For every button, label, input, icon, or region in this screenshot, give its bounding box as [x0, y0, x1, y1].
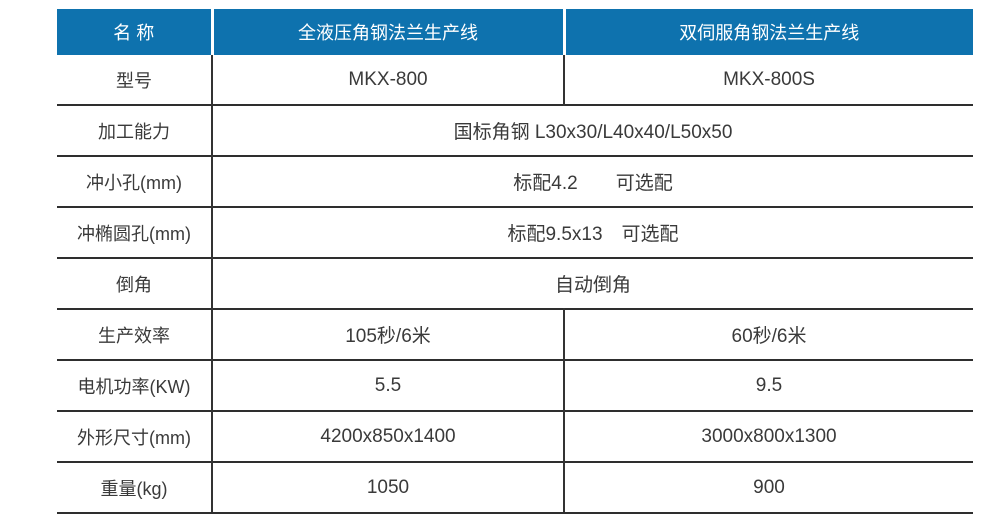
model-value-hydraulic: MKX-800: [212, 55, 565, 105]
row-label: 冲椭圆孔(mm): [57, 206, 213, 258]
chamfer-value: 自动倒角: [212, 257, 973, 309]
row-oval-hole-punch: 冲椭圆孔(mm) 标配9.5x13 可选配: [57, 206, 973, 258]
row-processing-capacity: 加工能力 国标角钢 L30x30/L40x40/L50x50: [57, 104, 973, 156]
row-motor-power: 电机功率(KW) 5.5 9.5: [57, 359, 973, 411]
motor-power-value-hydraulic: 5.5: [212, 359, 565, 411]
row-production-efficiency: 生产效率 105秒/6米 60秒/6米: [57, 308, 973, 360]
row-label: 生产效率: [57, 308, 213, 360]
dimensions-value-servo: 3000x800x1300: [564, 410, 973, 462]
header-cell-servo-line: 双伺服角钢法兰生产线: [564, 9, 973, 55]
row-dimensions: 外形尺寸(mm) 4200x850x1400 3000x800x1300: [57, 410, 973, 462]
row-label: 重量(kg): [57, 461, 213, 514]
row-label: 电机功率(KW): [57, 359, 213, 411]
efficiency-value-hydraulic: 105秒/6米: [212, 308, 565, 360]
header-cell-name: 名 称: [57, 9, 214, 55]
efficiency-value-servo: 60秒/6米: [564, 308, 973, 360]
dimensions-value-hydraulic: 4200x850x1400: [212, 410, 565, 462]
header-cell-hydraulic-line: 全液压角钢法兰生产线: [212, 9, 566, 55]
row-label: 倒角: [57, 257, 213, 309]
row-model: 型号 MKX-800 MKX-800S: [57, 55, 973, 105]
processing-capacity-value: 国标角钢 L30x30/L40x40/L50x50: [212, 104, 973, 156]
weight-value-servo: 900: [564, 461, 973, 514]
row-small-hole-punch: 冲小孔(mm) 标配4.2 可选配: [57, 155, 973, 207]
row-weight: 重量(kg) 1050 900: [57, 461, 973, 514]
row-label: 加工能力: [57, 104, 213, 156]
header-row: 名 称 全液压角钢法兰生产线 双伺服角钢法兰生产线: [57, 9, 973, 55]
motor-power-value-servo: 9.5: [564, 359, 973, 411]
row-label: 型号: [57, 55, 213, 105]
row-label: 外形尺寸(mm): [57, 410, 213, 462]
spec-table: 名 称 全液压角钢法兰生产线 双伺服角钢法兰生产线 型号 MKX-800 MKX…: [57, 9, 973, 514]
row-chamfer: 倒角 自动倒角: [57, 257, 973, 309]
small-hole-punch-value: 标配4.2 可选配: [212, 155, 973, 207]
oval-hole-punch-value: 标配9.5x13 可选配: [212, 206, 973, 258]
weight-value-hydraulic: 1050: [212, 461, 565, 514]
model-value-servo: MKX-800S: [564, 55, 973, 105]
row-label: 冲小孔(mm): [57, 155, 213, 207]
